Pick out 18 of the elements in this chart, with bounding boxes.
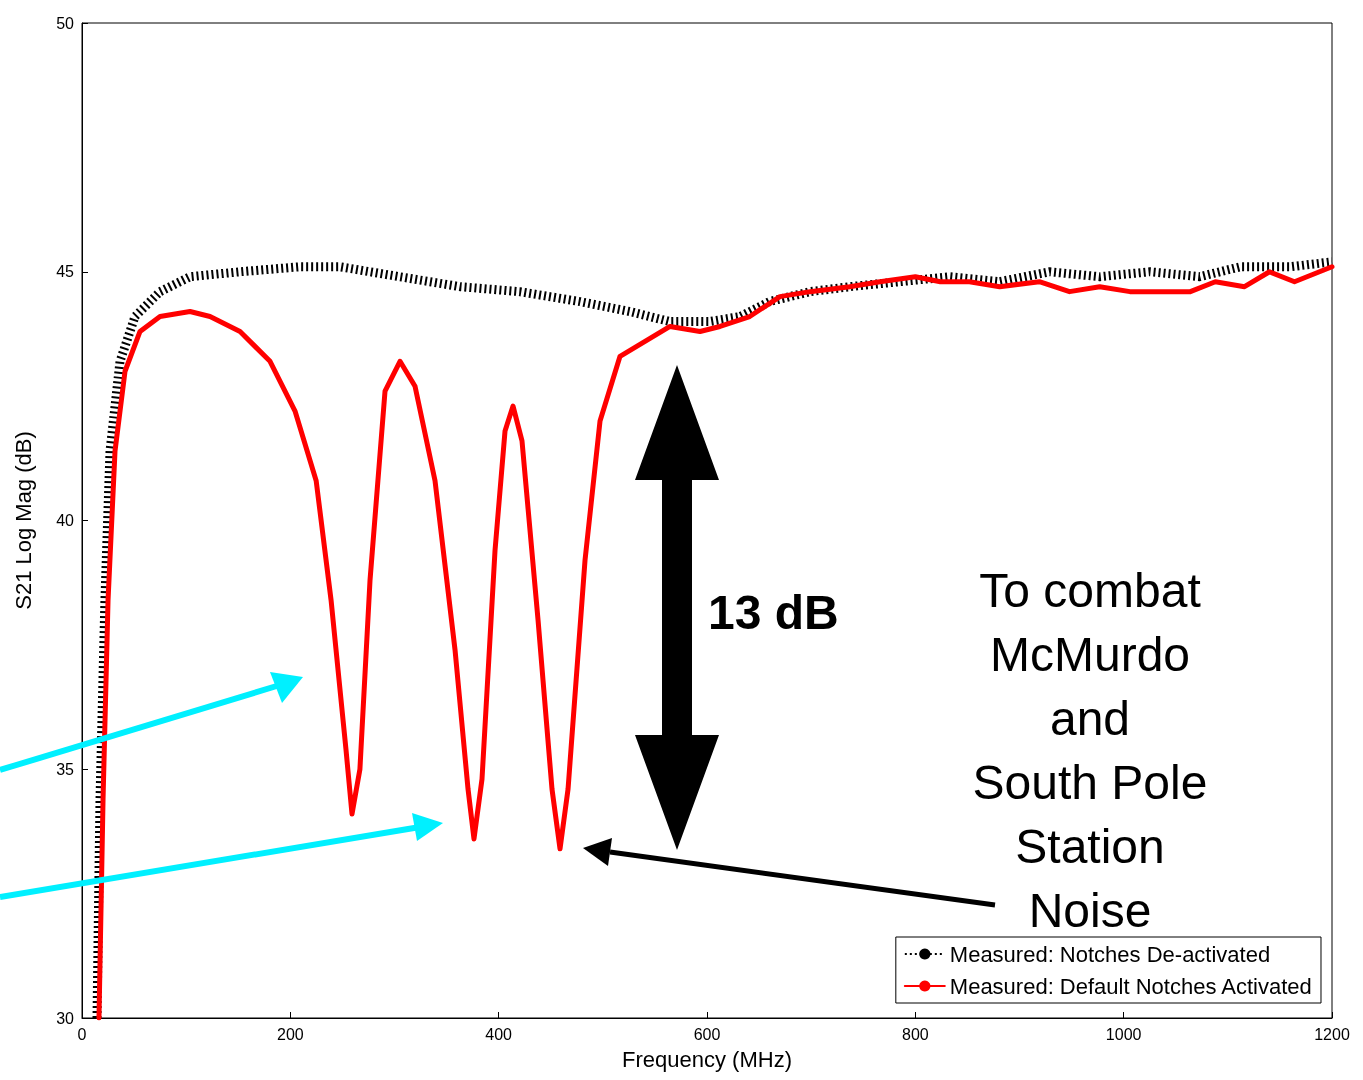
y-tick-label: 35 — [56, 760, 75, 778]
x-tick-label: 400 — [485, 1025, 513, 1043]
y-tick-label: 45 — [56, 263, 75, 281]
x-tick-label: 1000 — [1105, 1025, 1142, 1043]
legend-label: Measured: Default Notches Activated — [949, 973, 1312, 999]
x-tick-label: 800 — [901, 1025, 929, 1043]
x-tick-label: 600 — [693, 1025, 721, 1043]
y-axis-title: S21 Log Mag (dB) — [10, 431, 36, 610]
x-tick-label: 1200 — [1314, 1025, 1350, 1043]
annotation: 13 dB — [708, 585, 839, 639]
y-tick-label: 40 — [56, 512, 75, 529]
x-axis-title: Frequency (MHz) — [622, 1046, 792, 1072]
x-tick-label: 0 — [77, 1025, 87, 1043]
y-tick-label: 30 — [56, 1009, 75, 1027]
x-tick-label: 200 — [276, 1025, 304, 1043]
annotation: To combat McMurdo and South Pole Station Noise — [972, 563, 1208, 937]
y-tick-label: 50 — [56, 14, 75, 32]
legend-label: Measured: Notches De-activated — [949, 941, 1271, 967]
